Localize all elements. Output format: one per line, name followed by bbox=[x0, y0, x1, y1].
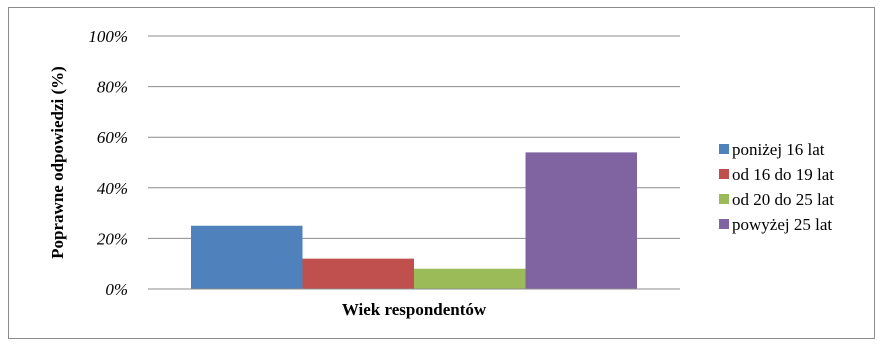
legend-label: od 20 do 25 lat bbox=[732, 190, 834, 209]
bar bbox=[414, 268, 526, 289]
legend-label: od 16 do 19 lat bbox=[732, 165, 834, 184]
y-tick-label: 60% bbox=[97, 128, 128, 147]
legend-label: poniżej 16 lat bbox=[732, 140, 825, 159]
bar bbox=[191, 225, 303, 289]
y-tick-labels: 0% 20% 40% 60% 80% 100% bbox=[88, 27, 128, 299]
x-axis-title: Wiek respondentów bbox=[342, 300, 487, 319]
legend-swatch bbox=[719, 169, 729, 179]
bars bbox=[191, 152, 637, 289]
legend-swatch bbox=[719, 144, 729, 154]
bar bbox=[302, 258, 414, 289]
y-tick-label: 40% bbox=[97, 179, 128, 198]
y-tick-label: 20% bbox=[97, 229, 128, 248]
legend: poniżej 16 lat od 16 do 19 lat od 20 do 25… bbox=[719, 140, 834, 234]
legend-label: powyżej 25 lat bbox=[732, 215, 832, 234]
y-tick-label: 80% bbox=[97, 78, 128, 97]
bar bbox=[525, 152, 637, 289]
y-tick-label: 0% bbox=[105, 280, 128, 299]
legend-swatch bbox=[719, 194, 729, 204]
y-axis-title: Poprawne odpowiedzi (%) bbox=[48, 66, 67, 259]
y-tick-label: 100% bbox=[88, 27, 128, 46]
legend-swatch bbox=[719, 219, 729, 229]
